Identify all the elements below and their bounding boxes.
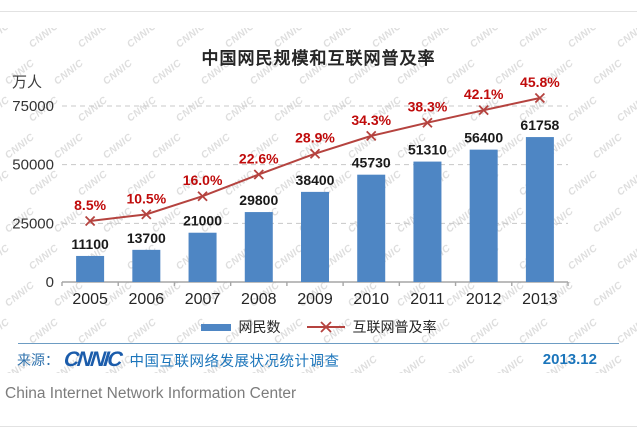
top-divider (0, 11, 637, 12)
x-marker-icon-2013 (534, 92, 546, 104)
chart-canvas: 0 25000 50000 75000 11100 2005 13700 2006 21000 2… (12, 74, 569, 308)
pct-label-2008: 22.6% (239, 150, 279, 166)
legend-label-penetration: 互联网普及率 (352, 319, 437, 335)
bar-2012 (469, 149, 498, 282)
bar-value-label-2010: 45730 (352, 155, 391, 171)
bar-2013 (525, 137, 554, 282)
x-marker-icon-2008 (253, 169, 264, 180)
y-tick-label-0: 0 (46, 274, 54, 291)
pct-label-2011: 38.3% (408, 99, 448, 115)
source-prefix-label: 来源： (17, 352, 59, 368)
x-tick-label-2008: 2008 (241, 291, 277, 308)
bar-value-label-2009: 38400 (296, 172, 335, 188)
x-tick-label-2007: 2007 (185, 291, 221, 308)
cnnic-logo: CNNIC (62, 348, 122, 371)
x-marker-icon-2005 (84, 215, 96, 227)
x-tick-label-2005: 2005 (72, 291, 108, 308)
bar-2009 (301, 191, 329, 282)
x-marker-icon-2011 (422, 117, 433, 128)
bar-value-label-2008: 29800 (239, 192, 278, 208)
bar-swatch-icon (200, 323, 231, 331)
pct-label-2012: 42.1% (464, 86, 504, 102)
x-tick-label-2006: 2006 (129, 291, 165, 308)
x-tick-label-2009: 2009 (297, 291, 333, 308)
report-date: 2013.12 (542, 351, 597, 368)
x-tick-label-2012: 2012 (466, 291, 502, 308)
bar-value-label-2011: 51310 (408, 142, 447, 158)
source-survey-label: 中国互联网络发展状况统计调查 (129, 353, 340, 370)
y-axis-unit-label: 万人 (12, 74, 43, 91)
source-divider-line (18, 343, 619, 344)
bar-2008 (244, 212, 273, 282)
bar-value-label-2012: 56400 (464, 130, 503, 146)
chart-title: 中国网民规模和互联网普及率 (201, 49, 436, 68)
pct-label-2009: 28.9% (295, 130, 335, 146)
bar-value-label-2006: 13700 (127, 230, 166, 246)
footer-text: China Internet Network Information Cente… (5, 385, 297, 402)
legend-item-penetration: 互联网普及率 (306, 317, 437, 337)
x-marker-icon-2010 (366, 130, 377, 142)
pct-label-2010: 34.3% (351, 112, 391, 128)
x-marker-icon-2012 (478, 105, 489, 116)
y-tick-label-50000: 50000 (12, 157, 54, 174)
bar-value-label-2013: 61758 (520, 117, 559, 133)
bar-2010 (357, 174, 386, 282)
x-marker-icon-2006 (141, 209, 152, 220)
legend: 网民数 互联网普及率 (0, 317, 637, 337)
bar-2007 (188, 232, 217, 282)
y-tick-label-25000: 25000 (12, 215, 54, 232)
legend-item-users: 网民数 (200, 317, 281, 337)
pct-label-2005: 8.5% (74, 197, 106, 213)
pct-label-2007: 16.0% (183, 172, 223, 188)
pct-label-2006: 10.5% (126, 190, 166, 206)
y-tick-label-75000: 75000 (12, 98, 54, 115)
x-marker-icon-2007 (197, 191, 208, 202)
bar-value-label-2005: 11100 (71, 236, 109, 252)
line-x-marker-icon (306, 321, 345, 333)
bar-2011 (413, 161, 442, 282)
x-tick-label-2013: 2013 (522, 291, 558, 308)
bar-value-label-2007: 21000 (183, 213, 222, 229)
legend-label-users: 网民数 (238, 319, 281, 335)
source-row: 来源： CNNIC 中国互联网络发展状况统计调查 (17, 348, 340, 371)
x-tick-label-2010: 2010 (353, 291, 389, 308)
x-marker-icon-2009 (309, 148, 321, 159)
x-tick-label-2011: 2011 (410, 291, 445, 308)
bottom-divider (0, 426, 637, 427)
pct-label-2013: 45.8% (520, 74, 560, 90)
bar-2006 (132, 249, 161, 282)
bar-2005 (76, 255, 105, 282)
